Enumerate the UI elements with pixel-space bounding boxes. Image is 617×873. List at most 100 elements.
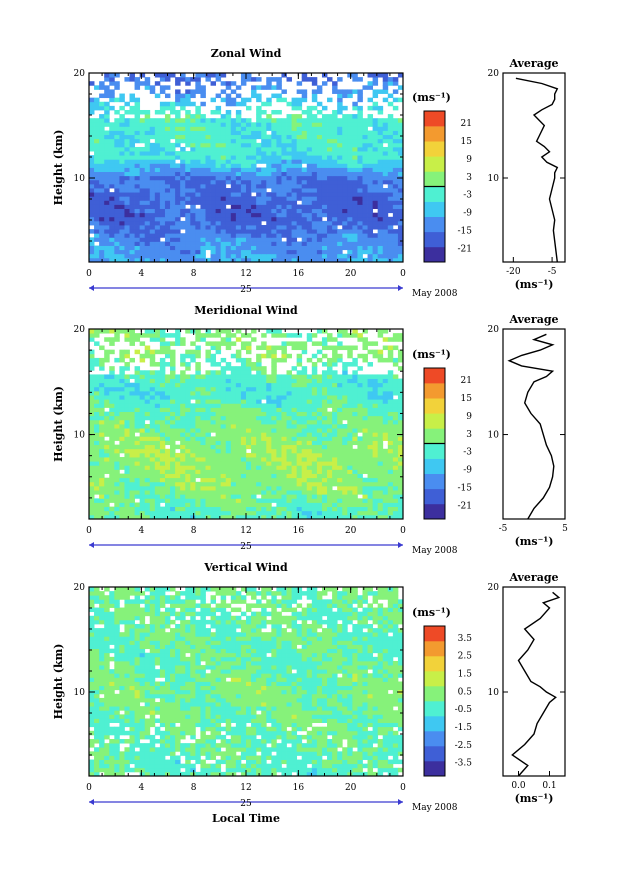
heatmap-cell	[392, 126, 399, 131]
heatmap-cell	[220, 188, 227, 193]
heatmap-cell	[240, 448, 247, 454]
heatmap-cell	[170, 494, 176, 499]
heatmap-cell	[154, 257, 161, 263]
heatmap-cell	[185, 502, 191, 508]
heatmap-cell	[139, 253, 146, 259]
heatmap-cell	[387, 415, 394, 421]
heatmap-cell	[119, 142, 125, 148]
heatmap-cell	[387, 225, 394, 230]
heatmap-cell	[164, 345, 171, 351]
heatmap-cell	[276, 390, 282, 396]
heatmap-cell	[377, 415, 384, 421]
heatmap-cell	[109, 448, 115, 454]
heatmap-cell	[109, 237, 115, 242]
heatmap-cell	[316, 481, 323, 487]
heatmap-cell	[230, 175, 237, 181]
heatmap-cell	[185, 138, 191, 144]
heatmap-cell	[104, 390, 110, 396]
heatmap-cell	[251, 452, 257, 458]
heatmap-cell	[246, 167, 252, 173]
heatmap-cell	[129, 494, 135, 499]
heatmap-cell	[159, 494, 166, 499]
heatmap-cell	[321, 386, 328, 392]
heatmap-cell	[362, 245, 368, 251]
heatmap-cell	[352, 175, 358, 181]
heatmap-cell	[119, 461, 125, 466]
heatmap-cell	[246, 220, 252, 226]
heatmap-cell	[256, 204, 262, 209]
heatmap-cell	[332, 353, 338, 359]
heatmap-cell	[240, 411, 247, 417]
heatmap-cell	[119, 114, 125, 119]
heatmap-cell	[347, 444, 353, 450]
heatmap-cell	[210, 481, 217, 487]
heatmap-cell	[266, 126, 272, 131]
heatmap-cell	[240, 494, 247, 499]
heatmap-cell	[281, 167, 287, 173]
heatmap-cell	[205, 237, 211, 242]
heatmap-cell	[170, 241, 176, 246]
heatmap-cell	[246, 151, 252, 156]
heatmap-cell	[377, 419, 384, 425]
heatmap-cell	[89, 138, 95, 144]
heatmap-cell	[392, 204, 399, 209]
heatmap-cell	[164, 188, 171, 193]
heatmap-cell	[266, 85, 272, 90]
heatmap-cell	[139, 457, 146, 462]
average-title: Average	[508, 57, 558, 70]
heatmap-cell	[144, 411, 151, 417]
heatmap-cell	[170, 109, 176, 115]
heatmap-cell	[251, 490, 257, 495]
heatmap-cell	[276, 477, 282, 483]
heatmap-cell	[134, 382, 141, 388]
heatmap-cell	[240, 188, 247, 193]
heatmap-cell	[109, 167, 115, 173]
heatmap-cell	[382, 216, 389, 222]
heatmap-cell	[301, 403, 308, 408]
heatmap-cell	[327, 366, 333, 371]
heatmap-cell	[154, 473, 161, 479]
heatmap-cell	[109, 105, 115, 111]
heatmap-cell	[332, 122, 338, 127]
heatmap-cell	[170, 424, 176, 429]
heatmap-cell	[134, 155, 141, 160]
heatmap-cell	[225, 428, 232, 433]
heatmap-cell	[149, 399, 156, 404]
heatmap-cell	[154, 216, 161, 222]
heatmap-cell	[119, 436, 125, 441]
heatmap-cell	[185, 245, 191, 251]
heatmap-cell	[352, 130, 358, 136]
heatmap-cell	[246, 374, 252, 379]
heatmap-cell	[276, 469, 282, 474]
heatmap-cell	[372, 514, 379, 520]
heatmap-cell	[291, 428, 298, 433]
heatmap-cell	[114, 118, 120, 123]
heatmap-cell	[210, 378, 217, 384]
heatmap-cell	[362, 220, 368, 226]
heatmap-cell	[134, 229, 141, 234]
heatmap-cell	[89, 253, 95, 259]
heatmap-cell	[200, 200, 206, 205]
heatmap-cell	[170, 457, 176, 462]
heatmap-cell	[119, 490, 125, 495]
heatmap-cell	[240, 175, 247, 181]
heatmap-cell	[311, 114, 318, 119]
heatmap-cell	[342, 241, 348, 246]
heatmap-cell	[301, 122, 308, 127]
heatmap-cell	[387, 179, 394, 185]
heatmap-cell	[367, 440, 374, 446]
heatmap-cell	[397, 126, 404, 131]
heatmap-cell	[139, 357, 146, 363]
heatmap-cell	[246, 452, 252, 458]
heatmap-cell	[205, 163, 211, 168]
heatmap-cell	[397, 212, 404, 218]
heatmap-cell	[164, 225, 171, 230]
heatmap-cell	[286, 163, 292, 168]
heatmap-cell	[180, 490, 186, 495]
heatmap-cell	[190, 208, 196, 214]
heatmap-cell	[159, 436, 166, 441]
heatmap-cell	[230, 192, 237, 197]
heatmap-cell	[321, 494, 328, 499]
heatmap-cell	[251, 461, 257, 466]
heatmap-cell	[139, 241, 146, 246]
